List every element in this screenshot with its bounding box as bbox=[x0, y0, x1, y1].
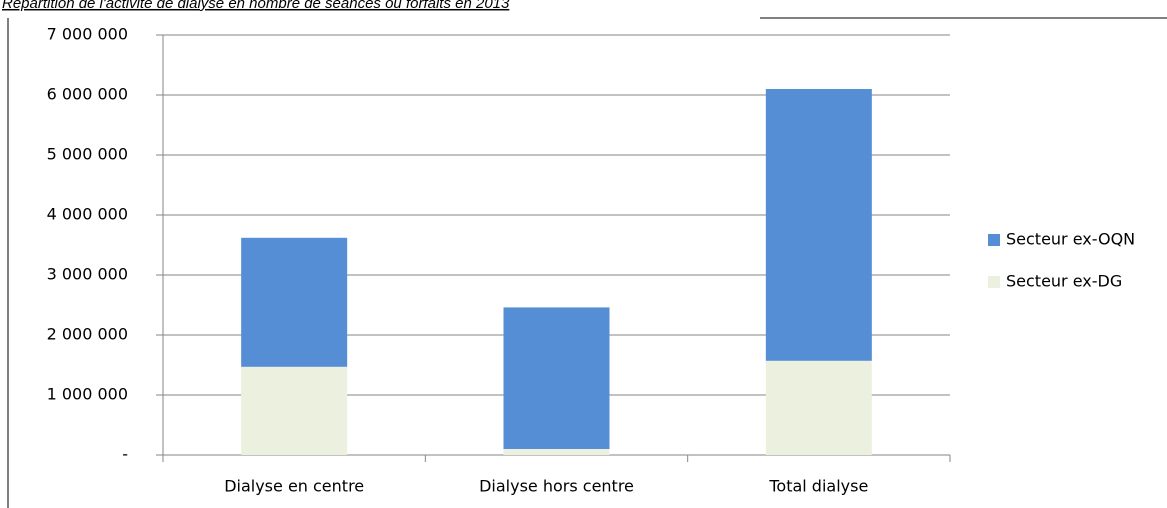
legend-swatch bbox=[988, 234, 1000, 246]
bar-segment bbox=[503, 449, 610, 455]
y-tick-label: 6 000 000 bbox=[47, 85, 128, 104]
bar-segment bbox=[241, 237, 348, 367]
x-tick-label: Total dialyse bbox=[768, 477, 868, 496]
legend-swatch bbox=[988, 276, 1000, 288]
y-tick-label: 3 000 000 bbox=[47, 265, 128, 284]
x-tick-label: Dialyse hors centre bbox=[479, 477, 634, 496]
y-tick-label: - bbox=[122, 445, 128, 464]
y-tick-label: 7 000 000 bbox=[47, 25, 128, 44]
chart-title: Répartition de l'activité de dialyse en … bbox=[2, 0, 510, 12]
legend-label: Secteur ex-DG bbox=[1006, 272, 1122, 291]
bar-segment bbox=[765, 360, 872, 455]
bar-segment bbox=[503, 307, 610, 449]
y-tick-label: 1 000 000 bbox=[47, 385, 128, 404]
x-tick-label: Dialyse en centre bbox=[224, 477, 364, 496]
y-tick-label: 4 000 000 bbox=[47, 205, 128, 224]
bar-segment bbox=[241, 366, 348, 455]
y-tick-label: 2 000 000 bbox=[47, 325, 128, 344]
legend-label: Secteur ex-OQN bbox=[1006, 230, 1135, 249]
bar-segment bbox=[765, 89, 872, 361]
y-tick-label: 5 000 000 bbox=[47, 145, 128, 164]
